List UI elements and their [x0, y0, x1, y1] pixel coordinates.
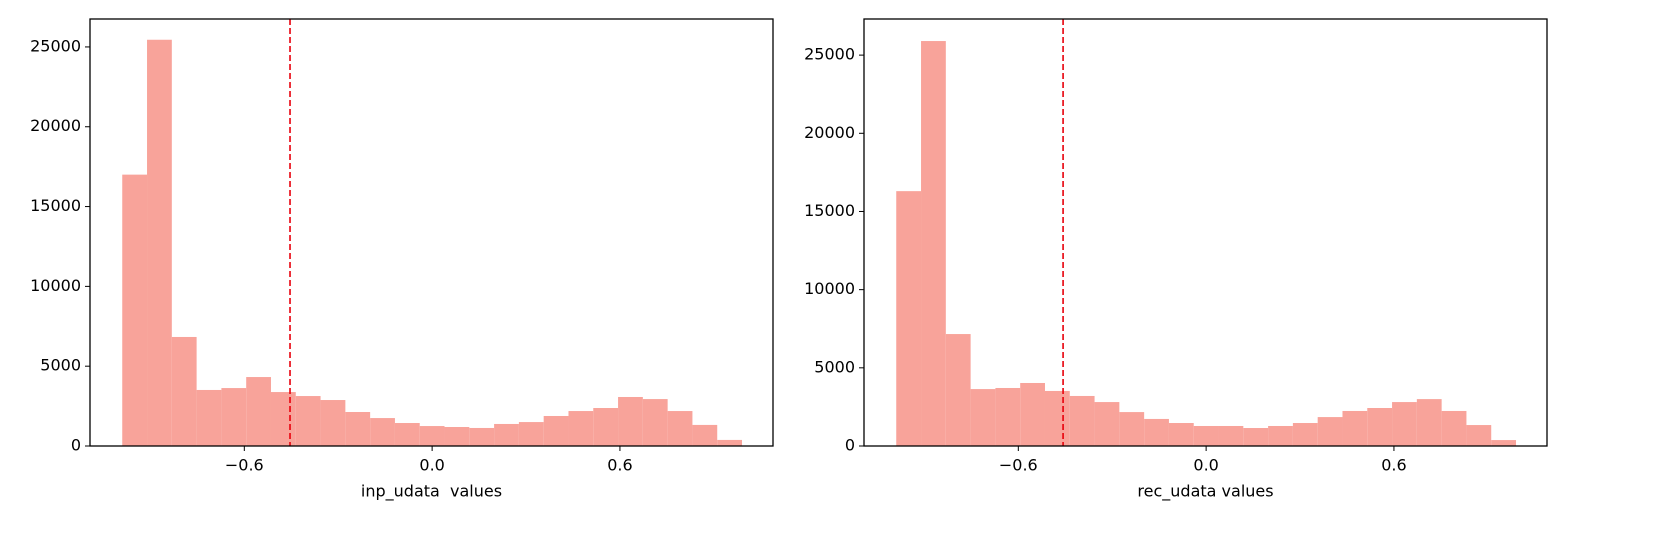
- axes-frame: [89, 18, 774, 447]
- bar: [469, 427, 495, 446]
- y-tick-label: 10000: [804, 279, 855, 298]
- bar: [320, 400, 346, 446]
- y-tick-label: 5000: [40, 356, 81, 375]
- bar: [1317, 417, 1343, 446]
- x-tick-label: 0.6: [1381, 456, 1406, 475]
- bar: [667, 411, 693, 446]
- bar: [394, 423, 420, 446]
- y-tick-label: 10000: [30, 276, 81, 295]
- bar: [896, 191, 922, 446]
- bar: [1416, 399, 1442, 446]
- bar: [1044, 390, 1070, 446]
- bar: [419, 426, 445, 446]
- bar: [1094, 402, 1120, 446]
- bar: [970, 389, 996, 446]
- bar: [717, 439, 743, 446]
- x-tick-label: 0.0: [419, 456, 444, 475]
- bar: [618, 396, 643, 446]
- bar: [921, 41, 946, 446]
- bar: [1491, 440, 1517, 446]
- x-tick-label: 0.0: [1193, 456, 1218, 475]
- bar: [1144, 418, 1169, 446]
- bar: [494, 423, 519, 446]
- bar: [1268, 425, 1293, 446]
- x-tick-label: 0.6: [607, 456, 632, 475]
- bar: [1243, 428, 1269, 446]
- y-tick-label: 25000: [804, 45, 855, 64]
- bar: [692, 424, 718, 446]
- bar: [345, 411, 371, 446]
- y-tick-label: 15000: [30, 196, 81, 215]
- bar: [1168, 423, 1194, 446]
- x-axis-label: rec_udata values: [1137, 482, 1273, 502]
- y-tick-label: 5000: [814, 357, 855, 376]
- x-tick-label: −0.6: [225, 456, 264, 475]
- y-tick-label: 15000: [804, 201, 855, 220]
- axes-frame: [863, 18, 1548, 447]
- bar: [1218, 425, 1244, 446]
- bar: [221, 388, 247, 446]
- y-tick-label: 20000: [30, 116, 81, 135]
- bar: [171, 336, 197, 446]
- bar: [370, 418, 395, 446]
- bar: [1193, 425, 1219, 446]
- bar: [1441, 410, 1467, 446]
- y-tick-label: 25000: [30, 36, 81, 55]
- bar: [593, 408, 619, 446]
- bar: [1292, 423, 1318, 446]
- bar: [995, 387, 1021, 446]
- bar: [1119, 412, 1145, 446]
- bar: [122, 174, 148, 447]
- y-tick-label: 20000: [804, 123, 855, 142]
- bar: [196, 389, 222, 446]
- bar: [1392, 402, 1417, 446]
- y-tick-label: 0: [845, 436, 855, 455]
- bar: [444, 427, 470, 446]
- x-tick-label: −0.6: [999, 456, 1038, 475]
- bar: [945, 334, 971, 446]
- bar: [518, 422, 544, 446]
- bar: [1342, 410, 1368, 446]
- bar: [1020, 382, 1045, 446]
- bar: [147, 39, 172, 446]
- bar: [246, 377, 271, 446]
- x-axis-label: inp_udata values: [361, 482, 502, 502]
- bar: [543, 415, 569, 446]
- bar: [1466, 425, 1492, 446]
- bar: [295, 396, 321, 446]
- bar: [270, 392, 296, 446]
- bar: [642, 399, 668, 446]
- bar: [568, 411, 594, 446]
- y-tick-label: 0: [71, 436, 81, 455]
- bar: [1069, 395, 1095, 446]
- bar: [1367, 408, 1393, 446]
